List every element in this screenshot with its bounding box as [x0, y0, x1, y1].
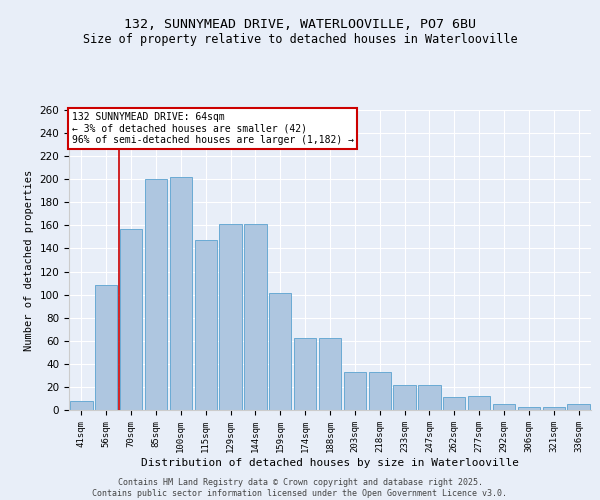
Bar [319, 338, 341, 410]
Bar [418, 384, 440, 410]
Bar [145, 179, 167, 410]
Bar [368, 372, 391, 410]
Bar [120, 229, 142, 410]
Text: Size of property relative to detached houses in Waterlooville: Size of property relative to detached ho… [83, 32, 517, 46]
Bar [443, 398, 466, 410]
Text: Contains HM Land Registry data © Crown copyright and database right 2025.
Contai: Contains HM Land Registry data © Crown c… [92, 478, 508, 498]
Text: 132 SUNNYMEAD DRIVE: 64sqm
← 3% of detached houses are smaller (42)
96% of semi-: 132 SUNNYMEAD DRIVE: 64sqm ← 3% of detac… [71, 112, 353, 144]
Bar [194, 240, 217, 410]
Bar [568, 404, 590, 410]
Bar [518, 406, 540, 410]
Bar [170, 177, 192, 410]
Bar [70, 401, 92, 410]
Bar [344, 372, 366, 410]
Bar [493, 404, 515, 410]
Bar [542, 406, 565, 410]
Y-axis label: Number of detached properties: Number of detached properties [24, 170, 34, 350]
Bar [294, 338, 316, 410]
Bar [468, 396, 490, 410]
Bar [244, 224, 266, 410]
X-axis label: Distribution of detached houses by size in Waterlooville: Distribution of detached houses by size … [141, 458, 519, 468]
Bar [394, 384, 416, 410]
Text: 132, SUNNYMEAD DRIVE, WATERLOOVILLE, PO7 6BU: 132, SUNNYMEAD DRIVE, WATERLOOVILLE, PO7… [124, 18, 476, 30]
Bar [269, 294, 292, 410]
Bar [95, 286, 118, 410]
Bar [220, 224, 242, 410]
